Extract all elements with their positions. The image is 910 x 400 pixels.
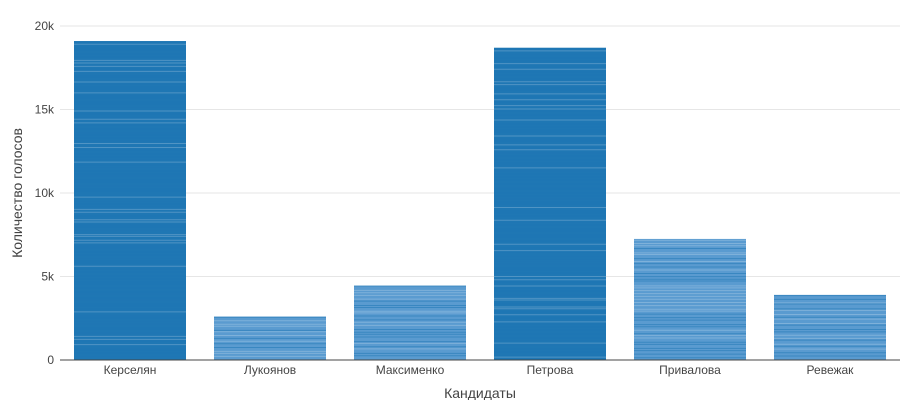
x-tick-label: Ревежак [807,363,855,377]
bar[interactable] [774,294,886,360]
y-tick-label: 10k [35,186,55,200]
bar[interactable] [494,47,606,361]
grid-lines [60,25,900,277]
bar[interactable] [634,238,746,360]
bars [74,41,886,361]
y-tick-labels: 0 5k 10k 15k 20k [35,19,55,367]
bar-fill [74,41,186,360]
x-tick-label: Керселян [104,363,157,377]
bar[interactable] [214,316,326,360]
bar[interactable] [74,41,186,360]
bar-fill [774,294,886,360]
y-tick-label: 15k [35,103,55,117]
x-tick-label: Лукоянов [244,363,296,377]
bar-fill [354,285,466,360]
bar-fill [634,238,746,360]
x-tick-label: Привалова [659,363,721,377]
x-tick-label: Петрова [527,363,574,377]
y-axis-title: Количество голосов [9,128,25,258]
x-axis-title: Кандидаты [444,385,516,400]
x-tick-label: Максименко [376,363,445,377]
y-tick-label: 0 [47,353,54,367]
bar[interactable] [354,285,466,360]
x-tick-labels: Керселян Лукоянов Максименко Петрова Привало… [104,363,855,377]
y-tick-label: 5k [41,270,55,284]
y-tick-label: 20k [35,19,55,33]
